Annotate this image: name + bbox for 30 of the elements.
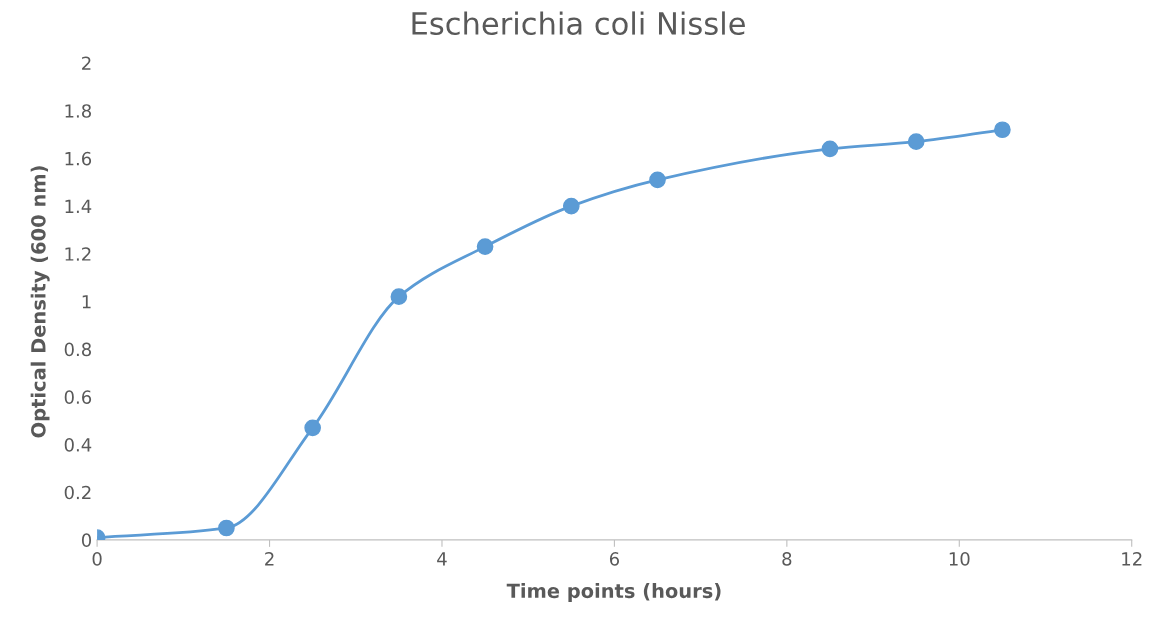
y-tick-label: 1.8 — [65, 104, 92, 118]
y-tick-label: 0.6 — [64, 390, 92, 404]
point — [390, 288, 408, 306]
point — [649, 171, 666, 189]
point — [994, 121, 1011, 139]
y-tick-label: 1.2 — [65, 247, 91, 261]
y-tick-label: 1 — [82, 295, 91, 309]
chart-title: Escherichia coli Nissle — [412, 11, 745, 36]
point — [476, 238, 494, 255]
y-tick-label: 2 — [82, 56, 91, 70]
x-tick-label: 2 — [265, 552, 274, 566]
x-tick-label: 8 — [782, 552, 792, 566]
y-tick-label: 1.6 — [65, 151, 92, 166]
point — [304, 419, 321, 437]
y-tick-label: 0.8 — [64, 342, 92, 357]
x-tick-label: 0 — [92, 552, 102, 566]
y-axis-title: Optical Density (600 nm) — [30, 166, 50, 438]
y-tick-label: 1.4 — [65, 199, 92, 213]
point — [562, 197, 580, 215]
x-tick-label: 12 — [1122, 552, 1142, 566]
point — [821, 140, 839, 158]
x-axis-title: Time points (hours) — [506, 583, 721, 602]
y-tick-label: 0 — [81, 533, 92, 548]
point — [907, 133, 925, 151]
x-tick-label: 10 — [949, 552, 970, 566]
x-tick-label: 6 — [609, 552, 620, 566]
y-tick-label: 0.4 — [64, 437, 92, 452]
y-tick-label: 0.2 — [64, 485, 91, 500]
point — [218, 519, 235, 537]
x-tick-label: 4 — [437, 552, 447, 566]
